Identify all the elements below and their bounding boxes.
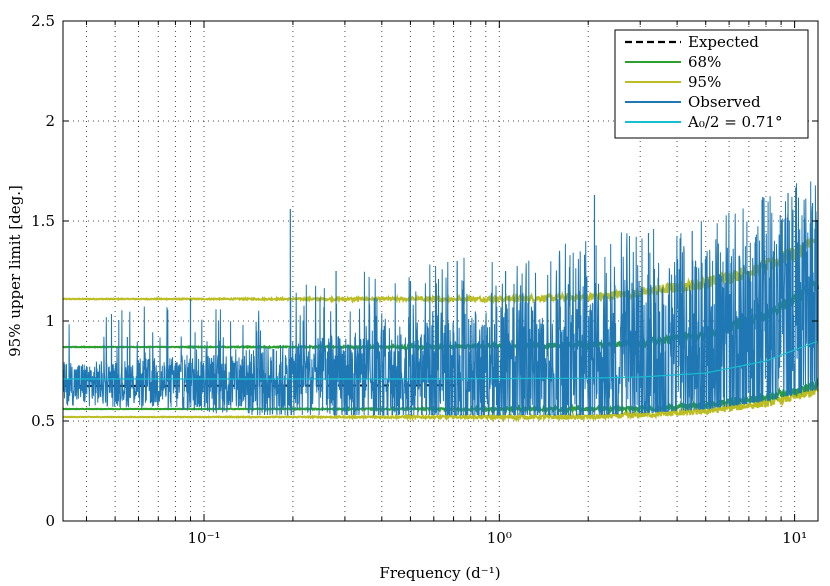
plot-frame <box>62 20 819 522</box>
y-tick-label: 0.5 <box>31 412 55 430</box>
legend-label: 95% <box>688 73 721 91</box>
x-tick-label: 10¹ <box>782 529 807 547</box>
y-tick-label: 2.5 <box>31 12 55 30</box>
legend-box <box>614 29 809 139</box>
legend-label: Observed <box>688 93 761 111</box>
legend-label: Expected <box>688 33 759 51</box>
series-layer <box>62 181 819 423</box>
series-observed <box>62 181 819 416</box>
series-95-lower <box>62 386 819 423</box>
x-tick-label: 10⁻¹ <box>188 529 221 547</box>
legend: Expected 68% 95% Observed A₀/2 = 0.71° <box>614 29 809 139</box>
legend-label: 68% <box>688 53 721 71</box>
x-axis-label: Frequency (d⁻¹) <box>379 564 500 582</box>
ticks: 10⁻¹ 10⁰ 10¹ 0 0.5 1 1.5 2 2.5 <box>31 12 818 547</box>
series-a0-half <box>63 340 819 380</box>
legend-label: A₀/2 = 0.71° <box>687 113 782 131</box>
x-tick-label: 10⁰ <box>487 529 512 547</box>
y-tick-label: 1 <box>45 312 55 330</box>
y-tick-label: 1.5 <box>31 212 55 230</box>
y-tick-label: 0 <box>45 512 55 530</box>
y-axis-label: 95% upper limit [deg.] <box>6 185 24 357</box>
y-tick-label: 2 <box>45 112 55 130</box>
